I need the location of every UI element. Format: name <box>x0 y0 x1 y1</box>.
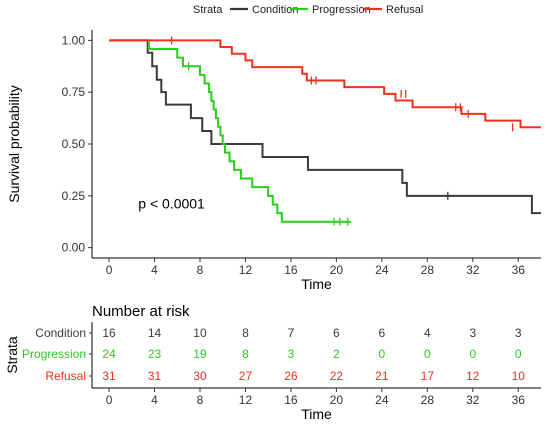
risk-count-condition-16: 7 <box>288 326 295 340</box>
risk-count-condition-28: 4 <box>424 326 431 340</box>
risk-count-progression-20: 2 <box>333 347 340 361</box>
risk-count-condition-8: 10 <box>193 326 207 340</box>
risk-table-y-title: Strata <box>4 336 20 374</box>
risk-x-tick-label-6: 24 <box>375 393 389 407</box>
risk-count-condition-32: 3 <box>469 326 476 340</box>
y-axis-title: Survival probability <box>6 85 22 203</box>
risk-count-refusal-32: 12 <box>466 369 480 383</box>
risk-count-refusal-16: 26 <box>284 369 298 383</box>
risk-table-title: Number at risk <box>92 303 190 320</box>
risk-count-progression-4: 23 <box>148 347 162 361</box>
y-tick-label-3: 0.75 <box>62 85 86 99</box>
risk-count-progression-24: 0 <box>379 347 386 361</box>
risk-count-refusal-8: 30 <box>193 369 207 383</box>
risk-x-tick-label-0: 0 <box>106 393 113 407</box>
y-tick-label-2: 0.50 <box>62 137 86 151</box>
risk-count-progression-32: 0 <box>469 347 476 361</box>
risk-x-tick-label-4: 16 <box>284 393 298 407</box>
x-tick-label-0: 0 <box>106 263 113 277</box>
x-tick-label-3: 12 <box>239 263 253 277</box>
risk-x-tick-label-8: 32 <box>466 393 480 407</box>
x-tick-label-4: 16 <box>284 263 298 277</box>
risk-count-progression-12: 8 <box>242 347 249 361</box>
x-tick-label-2: 8 <box>197 263 204 277</box>
kaplan-meier-plot: 0.00 0.25 0.50 0.75 1.00 0 4 8 12 16 20 24 28 32 36 Tim… <box>6 30 541 292</box>
risk-count-refusal-28: 17 <box>421 369 435 383</box>
y-tick-label-1: 0.25 <box>62 189 86 203</box>
x-tick-label-5: 20 <box>330 263 344 277</box>
risk-count-condition-4: 14 <box>148 326 162 340</box>
risk-count-condition-24: 6 <box>379 326 386 340</box>
legend-title: Strata <box>193 4 223 16</box>
legend: Strata Condition Progression Refusal <box>193 4 423 16</box>
y-tick-label-4: 1.00 <box>62 33 86 47</box>
risk-row-label-condition: Condition <box>35 326 86 340</box>
risk-count-refusal-0: 31 <box>102 369 116 383</box>
risk-count-condition-20: 6 <box>333 326 340 340</box>
risk-x-tick-label-3: 12 <box>239 393 253 407</box>
risk-x-tick-label-9: 36 <box>512 393 526 407</box>
risk-count-progression-0: 24 <box>102 347 116 361</box>
risk-count-condition-0: 16 <box>102 326 116 340</box>
x-tick-label-1: 4 <box>151 263 158 277</box>
risk-count-progression-36: 0 <box>515 347 522 361</box>
legend-label-0: Condition <box>252 4 298 16</box>
risk-count-refusal-36: 10 <box>512 369 526 383</box>
risk-row-label-progression: Progression <box>22 347 86 361</box>
risk-table-x-title: Time <box>301 406 332 422</box>
x-axis-title: Time <box>301 276 332 292</box>
risk-count-progression-8: 19 <box>193 347 207 361</box>
risk-count-condition-36: 3 <box>515 326 522 340</box>
series-line-condition <box>109 39 541 215</box>
x-tick-label-8: 32 <box>466 263 480 277</box>
risk-count-progression-28: 0 <box>424 347 431 361</box>
series-line-refusal <box>109 39 541 129</box>
series-line-progression <box>109 39 352 223</box>
risk-count-refusal-4: 31 <box>148 369 162 383</box>
risk-row-label-refusal: Refusal <box>45 369 86 383</box>
risk-count-refusal-24: 21 <box>375 369 389 383</box>
x-tick-label-6: 24 <box>375 263 389 277</box>
risk-count-refusal-12: 27 <box>239 369 253 383</box>
x-tick-label-7: 28 <box>421 263 435 277</box>
risk-x-tick-label-1: 4 <box>151 393 158 407</box>
p-value-annotation: p < 0.0001 <box>138 195 205 211</box>
legend-label-1: Progression <box>312 4 371 16</box>
risk-count-refusal-20: 22 <box>330 369 344 383</box>
risk-count-progression-16: 3 <box>288 347 295 361</box>
number-at-risk-table: Number at risk Condition 16 14 10 8 7 6 6 4 3 3 Prog… <box>4 303 541 422</box>
risk-x-tick-label-5: 20 <box>330 393 344 407</box>
risk-count-condition-12: 8 <box>242 326 249 340</box>
y-tick-label-0: 0.00 <box>62 241 86 255</box>
risk-x-tick-label-2: 8 <box>197 393 204 407</box>
x-tick-label-9: 36 <box>512 263 526 277</box>
legend-label-2: Refusal <box>386 4 423 16</box>
risk-x-tick-label-7: 28 <box>421 393 435 407</box>
